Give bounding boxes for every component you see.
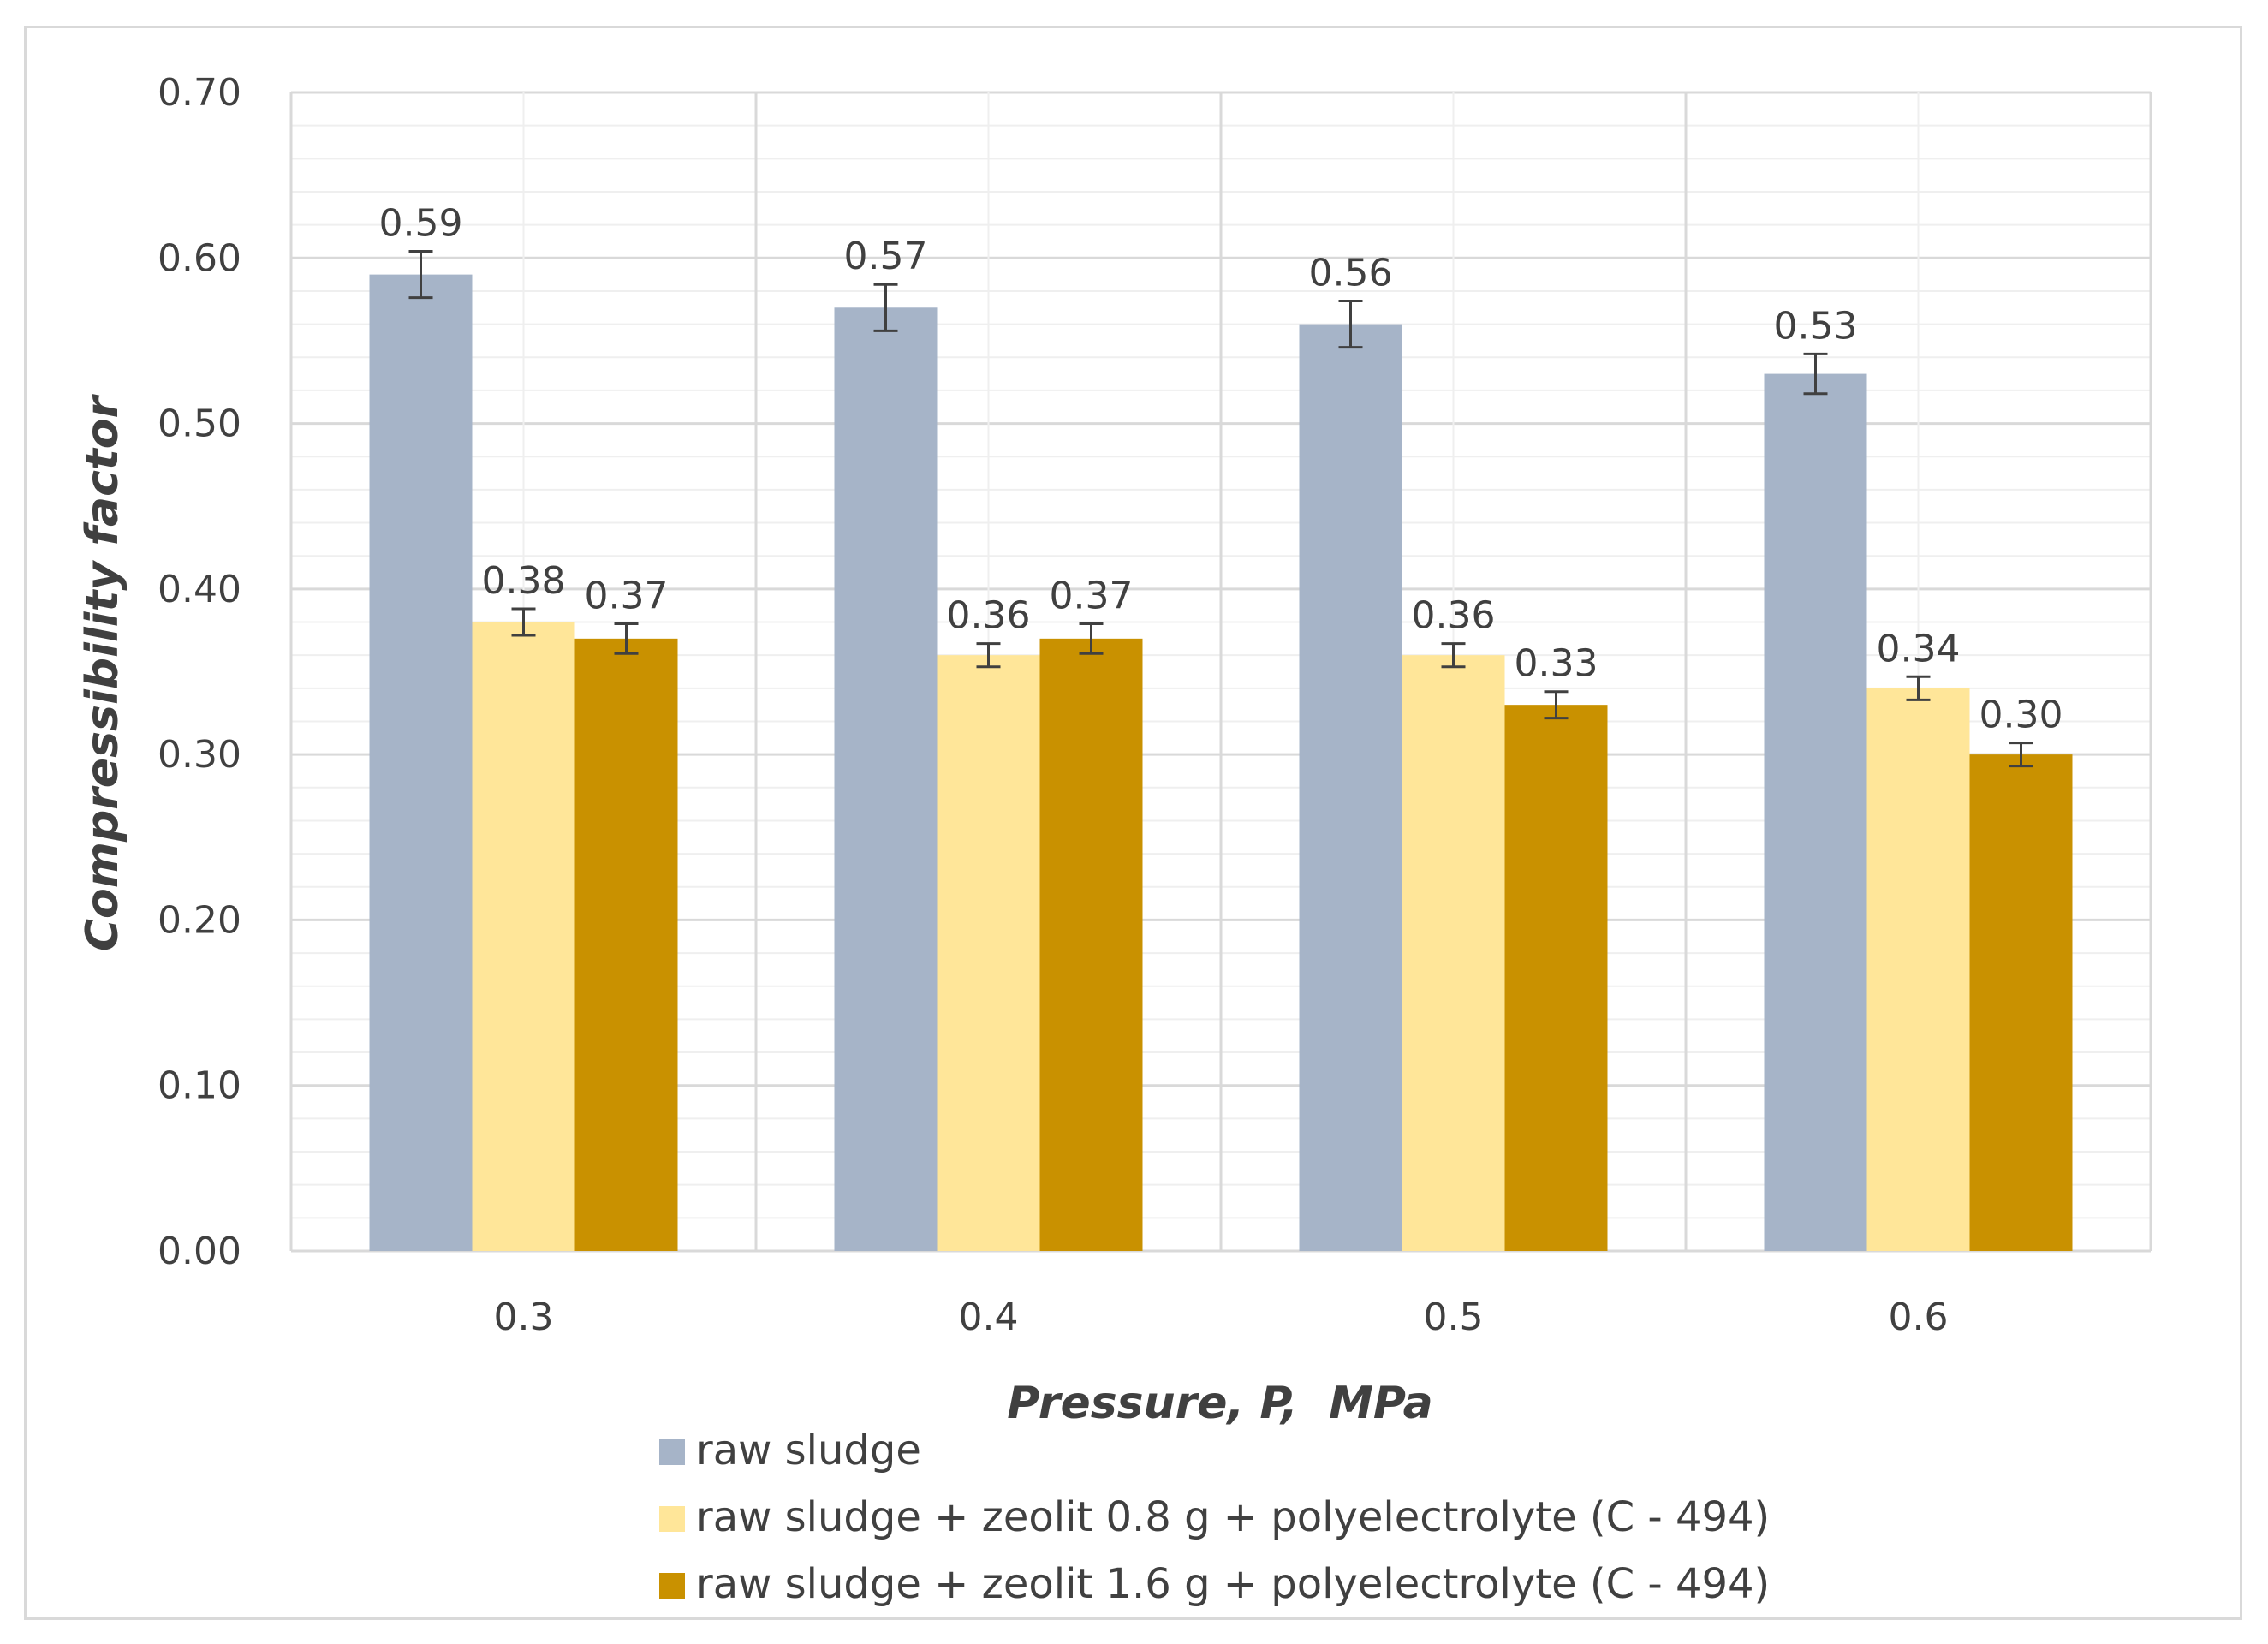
bar [472,622,575,1251]
legend-swatch [659,1439,685,1465]
data-label: 0.59 [379,202,463,246]
legend-label: raw sludge [696,1427,921,1474]
bar [1402,655,1505,1251]
data-label: 0.57 [844,235,928,278]
data-label: 0.37 [585,574,669,617]
y-tick-label: 0.40 [158,568,241,611]
y-axis-title: Compressibility factor [77,394,128,952]
x-axis-title: Pressure, P, MPa [1007,1378,1432,1429]
y-tick-label: 0.30 [158,733,241,777]
y-tick-label: 0.60 [158,236,241,280]
chart-frame [24,26,2242,1620]
data-label: 0.34 [1877,627,1961,670]
legend: raw sludge raw sludge + zeolit 0.8 g + po… [659,1427,1770,1608]
bar [937,655,1040,1251]
data-label: 0.53 [1774,304,1858,348]
bar [1504,705,1608,1251]
bar [574,638,678,1251]
data-label: 0.36 [1412,594,1496,638]
y-axis-ticks: 0.00 0.10 0.20 0.30 0.40 0.50 0.60 0.70 [158,71,241,1273]
data-label: 0.36 [947,594,1031,638]
error-bars [408,250,2033,768]
data-labels: 0.59 0.57 0.56 0.53 0.38 0.36 0.36 0.34 0.37 0.37… [379,202,2063,737]
y-tick-label: 0.00 [158,1230,241,1273]
x-axis-ticks: 0.3 0.4 0.5 0.6 [494,1296,1949,1339]
data-label: 0.37 [1050,574,1134,617]
data-label: 0.33 [1515,642,1598,686]
legend-swatch [659,1573,685,1599]
bar [834,307,938,1251]
x-tick-label: 0.6 [1889,1296,1949,1339]
bar [369,274,473,1252]
x-tick-label: 0.5 [1424,1296,1484,1339]
bars [369,274,2073,1252]
y-tick-label: 0.70 [158,71,241,115]
y-tick-label: 0.20 [158,898,241,942]
legend-label: raw sludge + zeolit 1.6 g + polyelectrol… [696,1560,1770,1608]
bar [1969,754,2073,1251]
data-label: 0.30 [1979,694,2063,737]
bar [1299,324,1402,1252]
x-tick-label: 0.3 [494,1296,554,1339]
legend-label: raw sludge + zeolit 0.8 g + polyelectrol… [696,1493,1770,1541]
y-tick-label: 0.10 [158,1064,241,1108]
bar [1866,688,1970,1251]
y-tick-label: 0.50 [158,402,241,446]
bar [1764,373,1867,1252]
data-label: 0.56 [1309,252,1393,295]
legend-swatch [659,1506,685,1532]
x-tick-label: 0.4 [959,1296,1019,1339]
bar [1039,638,1143,1251]
data-label: 0.38 [482,559,566,603]
